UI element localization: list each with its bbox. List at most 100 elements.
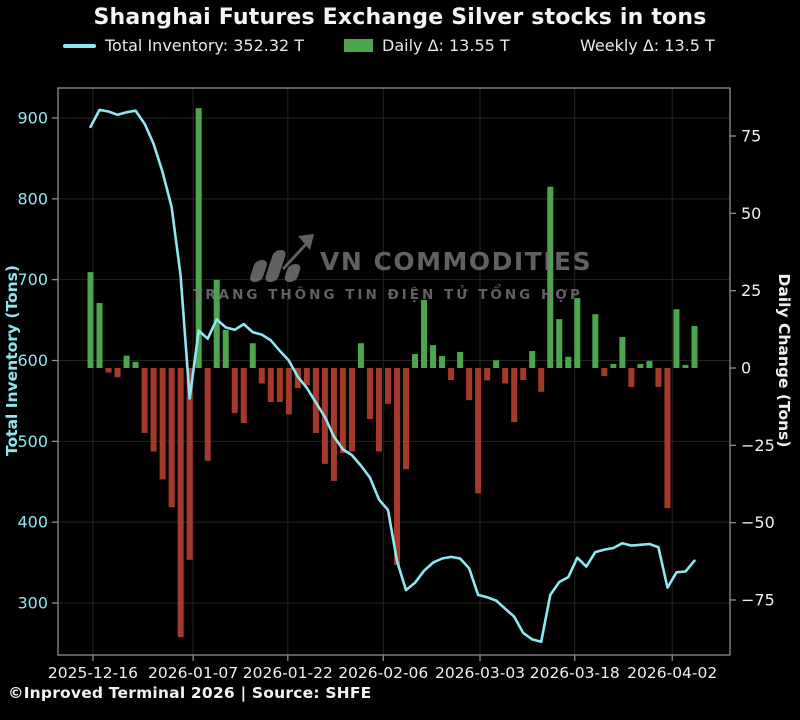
daily-change-bar-positive [691,326,698,368]
plot-border [57,87,731,656]
left-tick-label: 300 [17,594,48,613]
daily-change-bar-negative [664,368,671,509]
daily-change-bar-positive [592,314,599,368]
daily-change-bar-negative [186,368,193,560]
x-tick-label: 2026-04-02 [627,664,717,682]
daily-change-bar-negative [655,368,662,387]
right-tick-label: 75 [741,127,761,146]
daily-change-bar-negative [114,368,121,378]
x-tick-label: 2026-03-03 [435,664,525,682]
daily-change-bar-negative [348,368,355,452]
daily-change-bar-positive [610,363,617,368]
legend-weekly-delta-label: Weekly Δ: 13.5 T [580,36,715,55]
bar-swatch-icon [344,39,373,52]
x-tick-label: 2026-03-18 [530,664,620,682]
daily-change-bar-positive [421,299,428,368]
legend-item-weekly-delta: Weekly Δ: 13.5 T [580,36,715,55]
daily-change-bar-positive [357,343,364,368]
daily-change-bar-negative [330,368,337,481]
daily-change-bar-positive [457,351,464,368]
daily-change-bar-negative [538,368,545,392]
daily-change-bar-negative [276,368,283,403]
daily-change-bar-positive [682,364,689,368]
daily-change-bar-positive [529,350,536,368]
daily-change-bar-negative [601,368,608,377]
daily-change-bar-negative [177,368,184,638]
daily-change-bar-negative [628,368,635,387]
daily-change-bar-positive [430,345,437,368]
daily-change-bar-negative [159,368,166,480]
right-tick-label: −75 [741,590,775,609]
left-tick-label: 700 [17,270,48,289]
legend-total-inventory-label: Total Inventory: 352.32 T [105,36,305,55]
right-tick-label: 50 [741,204,761,223]
daily-change-bar-negative [150,368,157,452]
daily-change-bar-positive [96,303,103,368]
watermark-name: VN COMMODITIES [320,247,592,276]
watermark-logo-icon [250,234,314,282]
x-tick-label: 2026-01-22 [243,664,333,682]
daily-change-bar-negative [105,368,112,373]
left-tick-label: 900 [17,109,48,128]
daily-change-bar-negative [511,368,518,423]
chart-title: Shanghai Futures Exchange Silver stocks … [93,5,707,30]
watermark-subtitle: TRANG THÔNG TIN ĐIỆN TỬ TỔNG HỢP [193,283,583,303]
source-attribution: ©Inproved Terminal 2026 | Source: SHFE [8,684,372,702]
daily-change-bar-negative [375,368,382,452]
daily-change-bar-negative [240,368,247,424]
logo-arrow-shaft [282,240,310,270]
daily-change-bar-negative [285,368,292,415]
daily-change-bar-negative [258,368,265,384]
daily-change-bar-positive [87,272,94,368]
daily-change-bar-negative [484,368,491,381]
legend-item-total-inventory: Total Inventory: 352.32 T [63,36,304,55]
daily-change-bar-positive [412,354,419,368]
logo-bar [265,250,286,282]
chart-legend: Total Inventory: 352.32 T Daily Δ: 13.55… [0,36,800,58]
daily-change-bar-positive [565,356,572,368]
legend-item-daily-delta: Daily Δ: 13.55 T [344,36,510,55]
daily-change-bar-negative [520,368,527,381]
daily-change-bar-negative [475,368,482,494]
daily-change-bar-positive [249,343,256,368]
daily-change-bar-negative [366,368,373,420]
daily-change-bar-negative [267,368,274,403]
daily-change-bar-positive [123,355,130,368]
daily-change-bar-negative [384,368,391,404]
daily-change-bar-positive [619,337,626,368]
right-tick-label: −50 [741,513,775,532]
right-tick-label: −25 [741,436,775,455]
total-inventory-line [89,108,696,644]
right-axis-title: Daily Change (Tons) [775,274,793,448]
daily-change-bar-negative [168,368,175,508]
daily-change-bar-positive [637,363,644,368]
right-tick-label: 0 [741,359,751,378]
logo-bar [284,264,301,282]
daily-change-bar-negative [403,368,410,470]
daily-change-bar-negative [448,368,455,381]
left-axis-title: Total Inventory (Tons) [3,265,21,456]
daily-change-bar-negative [303,368,310,386]
daily-change-bar-positive [574,298,581,368]
daily-change-bar-positive [673,309,680,368]
daily-change-bar-negative [231,368,238,414]
logo-arrow-head [298,234,314,250]
daily-change-bar-positive [493,360,500,368]
line-swatch-icon [63,43,96,48]
x-tick-label: 2025-12-16 [48,664,138,682]
left-tick-label: 800 [17,189,48,208]
legend-daily-delta-label: Daily Δ: 13.55 T [382,36,510,55]
x-tick-label: 2026-02-06 [338,664,428,682]
watermark: VN COMMODITIES TRANG THÔNG TIN ĐIỆN TỬ TỔ… [193,234,592,303]
daily-change-bar-positive [556,319,563,368]
right-tick-label: 25 [741,281,761,300]
daily-change-bar-negative [466,368,473,401]
daily-change-bar-positive [547,186,554,368]
daily-change-bar-positive [213,279,220,368]
daily-change-bar-negative [204,368,211,461]
daily-change-bar-positive [222,329,229,368]
daily-change-bar-negative [141,368,148,433]
daily-change-bar-negative [394,368,401,566]
